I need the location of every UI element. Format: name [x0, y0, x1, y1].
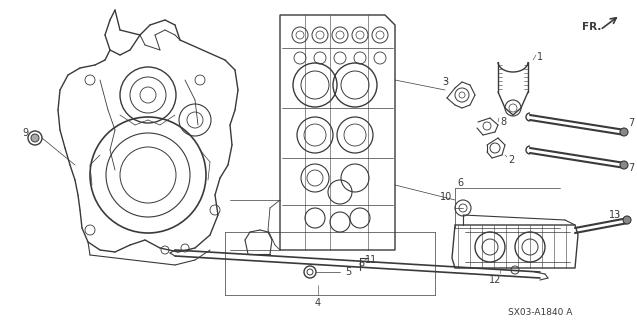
Text: 3: 3	[442, 77, 448, 87]
Text: 4: 4	[315, 298, 321, 308]
Text: 7: 7	[628, 118, 634, 128]
Text: 2: 2	[508, 155, 514, 165]
Circle shape	[620, 161, 628, 169]
Text: 12: 12	[489, 275, 501, 285]
Circle shape	[31, 134, 39, 142]
Text: FR.: FR.	[582, 22, 601, 32]
Text: 7: 7	[628, 163, 634, 173]
Text: 10: 10	[440, 192, 452, 202]
Text: 6: 6	[457, 178, 463, 188]
Text: 13: 13	[609, 210, 621, 220]
Text: SX03-A1840 A: SX03-A1840 A	[508, 308, 572, 317]
Text: 8: 8	[500, 117, 506, 127]
Text: 11: 11	[365, 255, 377, 265]
Text: 5: 5	[345, 267, 351, 277]
Text: 1: 1	[537, 52, 543, 62]
Text: 9: 9	[22, 128, 28, 138]
Circle shape	[623, 216, 631, 224]
Circle shape	[620, 128, 628, 136]
